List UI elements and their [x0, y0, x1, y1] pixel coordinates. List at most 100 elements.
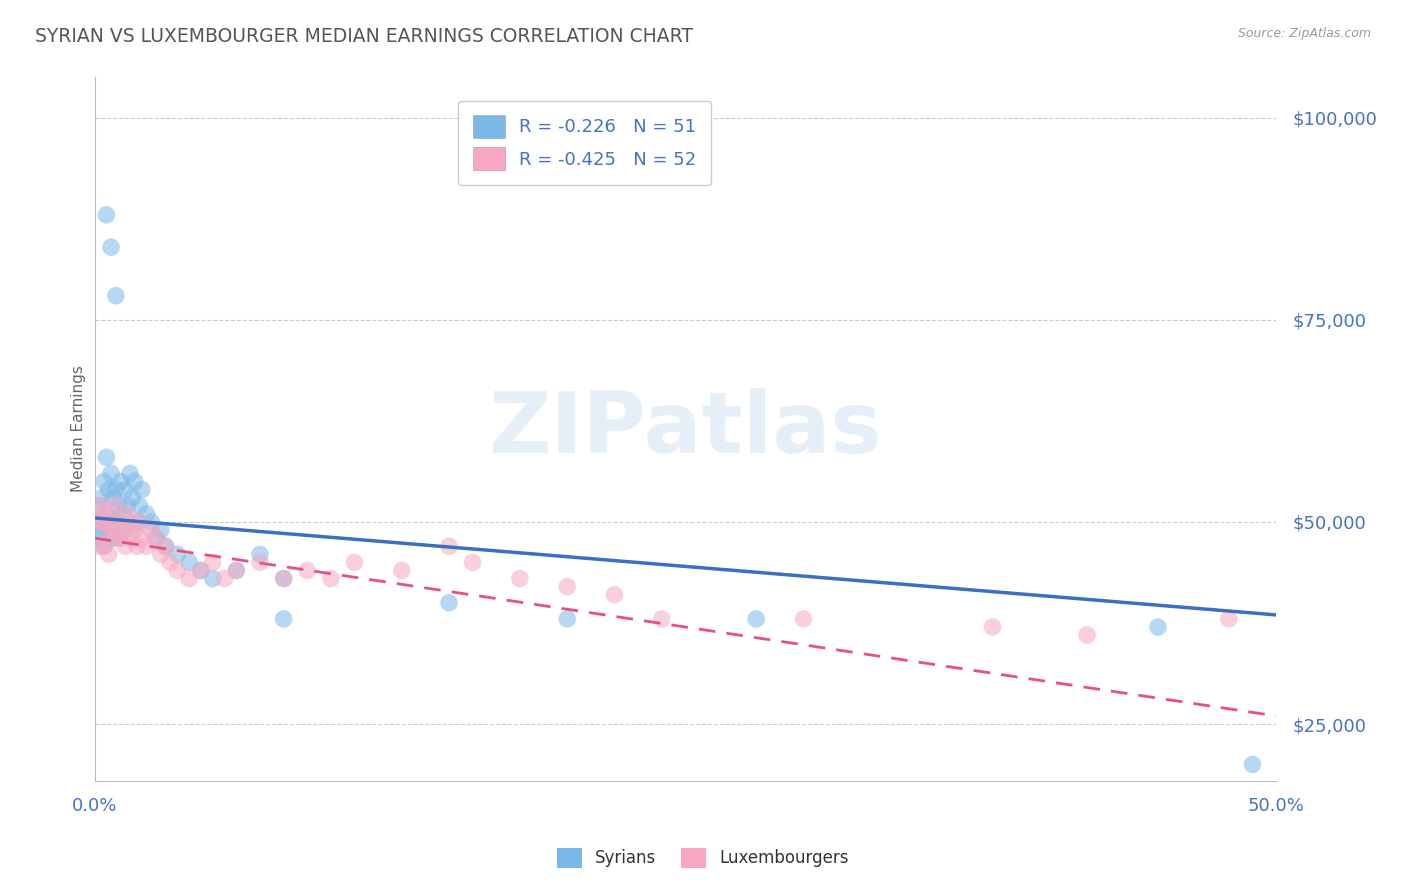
- Point: [127, 539, 149, 553]
- Point: [96, 208, 118, 222]
- Point: [93, 539, 115, 553]
- Text: SYRIAN VS LUXEMBOURGER MEDIAN EARNINGS CORRELATION CHART: SYRIAN VS LUXEMBOURGER MEDIAN EARNINGS C…: [35, 27, 693, 45]
- Point: [131, 483, 153, 497]
- Point: [273, 572, 295, 586]
- Point: [201, 555, 224, 569]
- Point: [437, 539, 460, 553]
- Point: [89, 539, 111, 553]
- Point: [149, 523, 172, 537]
- Text: Source: ZipAtlas.com: Source: ZipAtlas.com: [1237, 27, 1371, 40]
- Point: [155, 539, 177, 553]
- Point: [104, 499, 127, 513]
- Point: [103, 531, 125, 545]
- Point: [343, 555, 366, 569]
- Point: [190, 564, 212, 578]
- Point: [97, 523, 120, 537]
- Point: [651, 612, 673, 626]
- Point: [461, 555, 484, 569]
- Point: [111, 523, 134, 537]
- Point: [104, 523, 127, 537]
- Point: [89, 531, 111, 545]
- Point: [114, 539, 136, 553]
- Point: [225, 564, 247, 578]
- Point: [117, 499, 139, 513]
- Point: [121, 531, 143, 545]
- Point: [225, 564, 247, 578]
- Point: [100, 515, 122, 529]
- Point: [177, 555, 200, 569]
- Point: [124, 475, 146, 489]
- Point: [110, 475, 132, 489]
- Point: [89, 499, 111, 513]
- Point: [745, 612, 768, 626]
- Point: [103, 491, 125, 505]
- Point: [100, 515, 122, 529]
- Point: [93, 475, 115, 489]
- Point: [90, 523, 112, 537]
- Point: [141, 523, 163, 537]
- Point: [121, 491, 143, 505]
- Point: [93, 515, 115, 529]
- Point: [603, 588, 626, 602]
- Legend: R = -0.226   N = 51, R = -0.425   N = 52: R = -0.226 N = 51, R = -0.425 N = 52: [458, 101, 711, 185]
- Point: [1241, 757, 1264, 772]
- Text: ZIPatlas: ZIPatlas: [488, 387, 882, 470]
- Point: [107, 531, 129, 545]
- Point: [555, 612, 578, 626]
- Point: [127, 515, 149, 529]
- Point: [124, 523, 146, 537]
- Point: [117, 507, 139, 521]
- Point: [114, 483, 136, 497]
- Point: [437, 596, 460, 610]
- Point: [201, 572, 224, 586]
- Point: [166, 564, 188, 578]
- Point: [509, 572, 531, 586]
- Point: [118, 467, 141, 481]
- Point: [110, 531, 132, 545]
- Point: [190, 564, 212, 578]
- Point: [249, 555, 271, 569]
- Point: [104, 515, 127, 529]
- Point: [128, 515, 150, 529]
- Point: [90, 499, 112, 513]
- Point: [97, 483, 120, 497]
- Point: [100, 467, 122, 481]
- Point: [107, 499, 129, 513]
- Point: [86, 507, 108, 521]
- Point: [792, 612, 814, 626]
- Point: [273, 612, 295, 626]
- Point: [89, 515, 111, 529]
- Point: [107, 515, 129, 529]
- Point: [104, 483, 127, 497]
- Point: [96, 507, 118, 521]
- Point: [97, 547, 120, 561]
- Point: [135, 507, 157, 521]
- Point: [1076, 628, 1098, 642]
- Point: [177, 572, 200, 586]
- Point: [391, 564, 413, 578]
- Point: [100, 240, 122, 254]
- Point: [90, 491, 112, 505]
- Y-axis label: Median Earnings: Median Earnings: [72, 366, 86, 492]
- Point: [145, 531, 167, 545]
- Point: [1147, 620, 1170, 634]
- Point: [96, 450, 118, 465]
- Point: [297, 564, 319, 578]
- Point: [249, 547, 271, 561]
- Legend: Syrians, Luxembourgers: Syrians, Luxembourgers: [550, 841, 856, 875]
- Point: [1218, 612, 1240, 626]
- Point: [128, 499, 150, 513]
- Point: [114, 523, 136, 537]
- Point: [981, 620, 1004, 634]
- Point: [145, 531, 167, 545]
- Point: [555, 580, 578, 594]
- Point: [97, 523, 120, 537]
- Point: [135, 539, 157, 553]
- Point: [319, 572, 342, 586]
- Point: [155, 539, 177, 553]
- Point: [141, 515, 163, 529]
- Point: [111, 507, 134, 521]
- Point: [214, 572, 236, 586]
- Point: [118, 515, 141, 529]
- Point: [93, 539, 115, 553]
